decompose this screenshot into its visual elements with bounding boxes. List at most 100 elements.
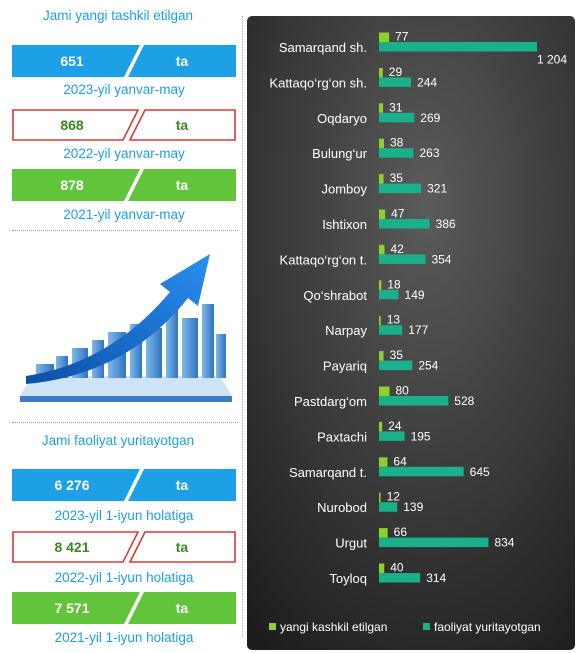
bar-new-label: 29	[389, 65, 403, 79]
legend-label-operating: faoliyat yuritayotgan	[434, 620, 541, 634]
bar-operating	[379, 183, 422, 194]
bar-operating-label: 263	[420, 146, 440, 160]
divider	[12, 422, 238, 423]
bar-operating	[379, 573, 421, 583]
bar-operating	[379, 42, 537, 52]
category-label: Samarqand sh.	[279, 40, 367, 55]
category-label: Paxtachi	[317, 429, 367, 444]
bar-operating-label: 386	[436, 217, 456, 231]
bar-operating-label: 149	[405, 288, 425, 302]
bar-new-label: 66	[394, 525, 408, 539]
kpi-shape	[12, 592, 236, 624]
bar-new-label: 13	[387, 313, 401, 327]
bar-new	[379, 421, 383, 432]
kpi-value: 651	[60, 53, 84, 69]
bar-operating	[379, 254, 426, 264]
kpi-created-2021: 878 ta	[12, 169, 236, 201]
kpi-period: 2021-yil yanvar-may	[63, 207, 185, 222]
bar-new-label: 40	[390, 561, 404, 575]
summary-panel: Jami yangi tashkil etilgan 651 ta 2023-y…	[0, 0, 243, 653]
bar-operating-label: 645	[470, 465, 490, 479]
category-label: Payariq	[323, 359, 367, 374]
vertical-divider	[242, 16, 243, 636]
bar-operating	[379, 431, 405, 441]
bar-new	[379, 244, 385, 255]
bar-operating	[379, 537, 489, 548]
bar-new	[379, 138, 384, 149]
kpi-unit: ta	[175, 177, 189, 193]
category-label: Pastdarg‘om	[294, 394, 367, 409]
bar-operating	[379, 396, 449, 406]
category-label: Samarqand t.	[289, 465, 367, 480]
bar-operating-label: 177	[408, 323, 428, 337]
kpi-unit: ta	[175, 53, 189, 69]
kpi-period: 2022-yil 1-iyun holatiga	[54, 570, 194, 585]
chart-svg: Samarqand sh. 77 1 204 Kattaqo‘rg‘on sh. 29 2…	[247, 16, 575, 650]
kpi-shape	[12, 531, 236, 563]
bar-new-label: 47	[391, 207, 405, 221]
kpi-shape	[12, 45, 236, 77]
bar-new	[379, 563, 385, 573]
bar-new	[379, 280, 382, 290]
operating-section-title: Jami faoliyat yuritayotgan	[41, 433, 195, 448]
bar-operating	[379, 112, 415, 123]
bar-operating	[379, 148, 414, 158]
bar-operating-label: 195	[411, 429, 431, 443]
category-label: Qo‘shrabot	[303, 288, 367, 303]
kpi-period: 2022-yil yanvar-may	[63, 146, 185, 161]
bar-new	[379, 174, 384, 184]
kpi-value: 6 276	[54, 477, 90, 493]
bar-new	[379, 386, 390, 396]
bar-operating-label: 1 204	[537, 53, 567, 67]
bar-new-label: 12	[387, 490, 401, 504]
bar-new	[379, 32, 390, 42]
bar-operating	[379, 289, 399, 300]
kpi-shape	[12, 169, 236, 201]
kpi-value: 7 571	[54, 600, 90, 616]
bar-new-label: 42	[391, 242, 405, 256]
bar-operating-label: 139	[403, 500, 423, 514]
bar-new	[379, 67, 383, 78]
bar-operating	[379, 466, 464, 477]
bar-operating	[379, 219, 430, 229]
legend-label-new: yangi kashkil etilgan	[280, 620, 387, 634]
bar-new-label: 80	[395, 384, 409, 398]
kpi-operating-2021: 7 571 ta	[12, 592, 236, 624]
bar-new-label: 77	[395, 30, 409, 44]
bar-operating-label: 321	[427, 182, 447, 196]
kpi-unit: ta	[175, 117, 189, 133]
kpi-unit: ta	[175, 539, 189, 555]
category-label: Urgut	[335, 536, 367, 551]
kpi-value: 8 421	[54, 539, 90, 555]
bar-operating	[379, 77, 412, 87]
bar-operating	[379, 502, 398, 512]
legend-marker-operating	[423, 623, 430, 630]
created-section-title: Jami yangi tashkil etilgan	[42, 8, 194, 23]
category-label: Nurobod	[317, 500, 367, 515]
kpi-shape	[12, 469, 236, 501]
kpi-value: 868	[60, 117, 84, 133]
bar-new	[379, 492, 381, 503]
bar-operating-label: 834	[494, 536, 514, 550]
category-label: Bulung‘ur	[312, 146, 368, 161]
category-label: Narpay	[325, 323, 367, 338]
bar-operating-label: 314	[426, 571, 446, 585]
bar-new-label: 64	[393, 454, 407, 468]
bar-new	[379, 103, 384, 113]
kpi-value: 878	[60, 177, 84, 193]
category-label: Kattaqo‘rg‘on sh.	[269, 75, 367, 90]
kpi-created-2022: 868 ta	[12, 109, 236, 141]
category-label: Kattaqo‘rg‘on t.	[280, 252, 367, 267]
kpi-shape	[12, 109, 236, 141]
bar-operating-label: 269	[420, 111, 440, 125]
legend-marker-new	[269, 623, 276, 630]
growth-illustration	[20, 244, 232, 409]
category-label: Jomboy	[321, 182, 367, 197]
bar-new-label: 35	[390, 171, 404, 185]
bar-new-label: 18	[387, 277, 401, 291]
kpi-unit: ta	[175, 600, 189, 616]
bar-operating-label: 244	[417, 75, 437, 89]
bar-new-label: 24	[388, 419, 402, 433]
kpi-period: 2023-yil yanvar-may	[63, 82, 185, 97]
bar-operating-label: 254	[418, 359, 438, 373]
